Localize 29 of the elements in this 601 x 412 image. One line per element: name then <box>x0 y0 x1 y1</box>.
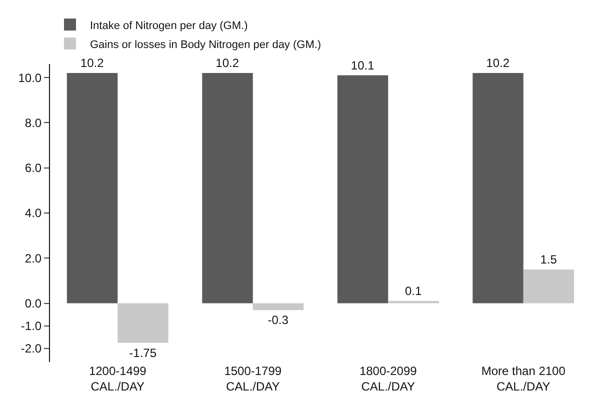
x-tick-label: 1800-2099 CAL./DAY <box>359 364 418 394</box>
bar <box>252 303 304 310</box>
legend-label: Gains or losses in Body Nitrogen per day (GM.) <box>90 38 322 51</box>
data-label: 10.1 <box>350 58 375 72</box>
data-label: 10.2 <box>486 56 510 70</box>
bar <box>337 75 388 304</box>
y-tick-label: 8.0 <box>24 116 42 130</box>
y-tick-label: 0.0 <box>24 296 42 310</box>
data-label: 1.5 <box>540 252 558 266</box>
y-tick-label: -2.0 <box>20 342 42 356</box>
data-label: -0.3 <box>268 313 289 328</box>
bar <box>523 269 574 304</box>
data-label: -1.75 <box>129 346 157 360</box>
data-label: 10.2 <box>80 56 104 70</box>
y-tick-label: -1.0 <box>20 319 42 334</box>
y-tick-label: 4.0 <box>24 206 42 220</box>
x-tick-label: 1500-1799 CAL./DAY <box>224 364 282 394</box>
data-label: 10.2 <box>216 56 240 70</box>
x-tick-label: More than 2100 CAL./DAY <box>481 364 566 394</box>
x-tick-label: 1200-1499 CAL./DAY <box>88 364 147 394</box>
bar <box>118 303 168 343</box>
bar <box>202 73 253 304</box>
y-tick-label: 6.0 <box>24 161 42 176</box>
bar <box>66 73 118 304</box>
y-tick-label: 10.0 <box>18 70 42 85</box>
bar <box>472 73 524 304</box>
legend-label: Intake of Nitrogen per day (GM.) <box>90 20 248 32</box>
y-tick-label: 2.0 <box>24 251 42 266</box>
data-label: 0.1 <box>404 284 422 298</box>
